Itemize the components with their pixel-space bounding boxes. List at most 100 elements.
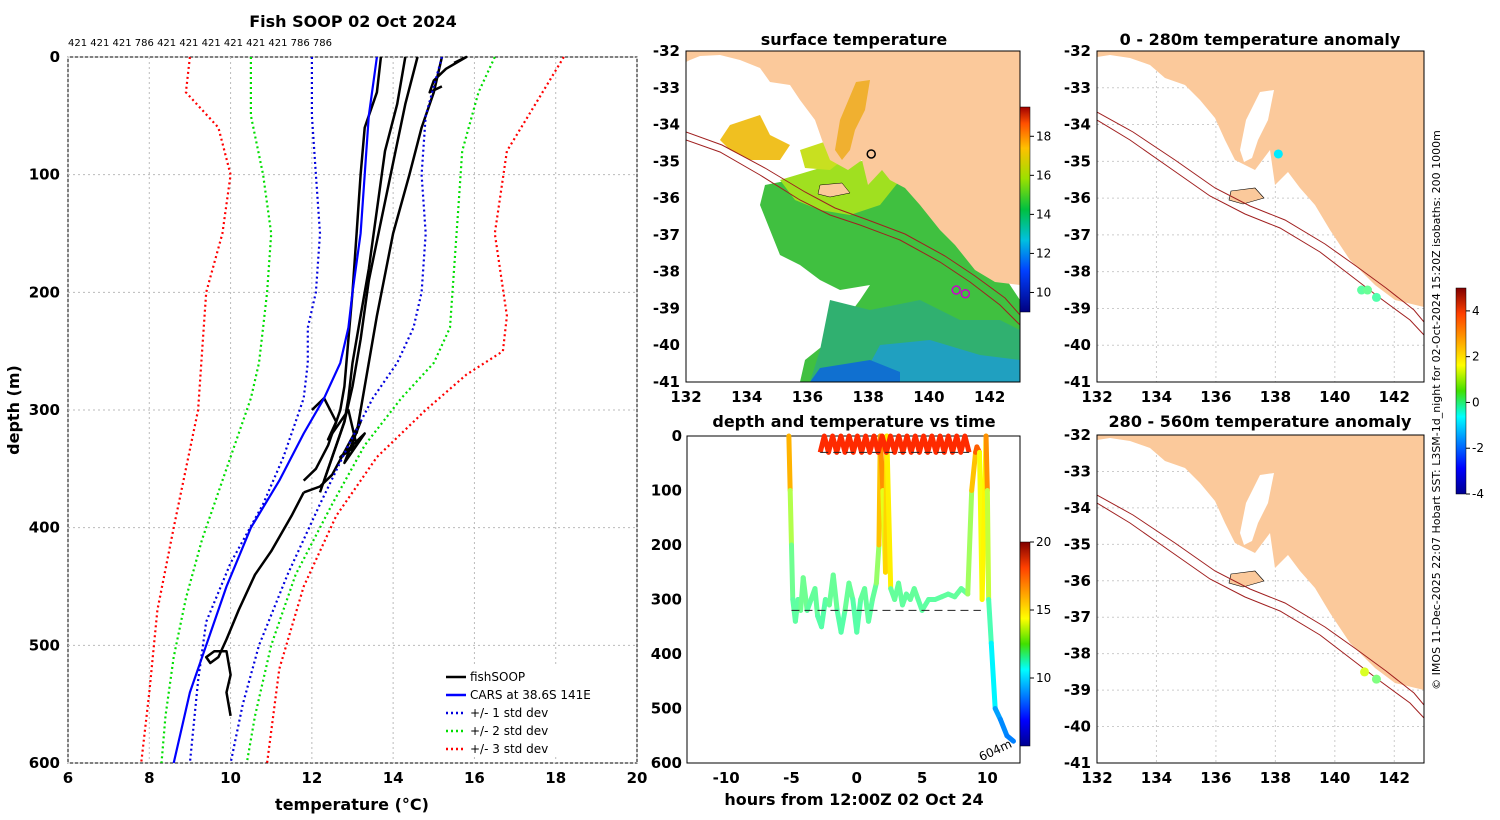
anom-cb-label: 0: [1472, 395, 1480, 409]
p5-xtick-label: 134: [1141, 769, 1172, 787]
anomaly-point: [1360, 667, 1370, 677]
sst-ytick-label: -37: [653, 226, 680, 244]
anom-cb-label: 2: [1472, 350, 1480, 364]
land-anom2: [1097, 435, 1424, 690]
p5-xtick-label: 136: [1200, 769, 1231, 787]
spencer-gulf: [835, 80, 870, 160]
sst-bight-warm: [720, 115, 790, 160]
isobath-1000-sst: [686, 131, 1020, 316]
p5-ytick-label: -38: [1064, 645, 1091, 663]
depth-time-lines: [786, 433, 1016, 744]
dt-xtick-label: 5: [917, 769, 927, 787]
track-segment: [965, 488, 975, 597]
p5-xtick-label: 142: [1379, 769, 1410, 787]
anom2-ticks: 132 134 136 138 140 142 -32 -33 -34 -35 -36 -37 -38 -…: [1064, 426, 1410, 787]
depth-time-panel: depth and temperature vs time -10 -5 0 5 100…: [651, 412, 1052, 809]
anomaly-point: [1371, 674, 1381, 684]
dt-ytick-label: 100: [651, 482, 682, 500]
track-segment: [788, 542, 796, 602]
p5-ytick-label: -36: [1064, 572, 1091, 590]
dt-cb-label: 10: [1036, 671, 1051, 685]
legend-label: CARS at 38.6S 141E: [470, 688, 591, 702]
dt-xtick-label: 10: [977, 769, 998, 787]
p5-xtick-label: 138: [1260, 769, 1291, 787]
sst-map-panel: surface temperature 132 134 136 138 140 142 -3…: [653, 30, 1051, 406]
xtick-label: 12: [301, 769, 322, 787]
anom-cb-label: -2: [1472, 441, 1484, 455]
track-segment: [838, 607, 848, 635]
sst-title: surface temperature: [761, 30, 948, 49]
anom1-frame: [1096, 50, 1425, 383]
legend-label: +/- 3 std dev: [470, 742, 548, 756]
dt-ytick-label: 300: [651, 591, 682, 609]
ytick-label: 500: [29, 636, 60, 654]
sst-cb-label: 16: [1036, 168, 1051, 182]
sst-ytick-label: -33: [653, 79, 680, 97]
std-line-right: [229, 56, 443, 764]
p4-ytick-label: -33: [1064, 79, 1091, 97]
p4-ytick-label: -37: [1064, 226, 1091, 244]
ytick-label: 200: [29, 283, 60, 301]
ytick-label: 600: [29, 754, 60, 772]
sst-ocean-cold: [860, 340, 1020, 382]
dt-ytick-label: 400: [651, 645, 682, 663]
std-line-left: [140, 56, 232, 764]
p4-xtick-label: 132: [1081, 388, 1112, 406]
track-segment: [819, 597, 828, 630]
p4-xtick-label: 140: [1319, 388, 1350, 406]
dt-ytick-label: 0: [672, 427, 682, 445]
anom-cb-label: -4: [1472, 487, 1484, 501]
p4-ytick-label: -41: [1064, 373, 1091, 391]
p5-ytick-label: -39: [1064, 681, 1091, 699]
xtick-label: 18: [545, 769, 566, 787]
std-line-right: [266, 56, 565, 764]
p4-ytick-label: -36: [1064, 189, 1091, 207]
dt-cb-label: 15: [1036, 603, 1051, 617]
track-segment: [986, 597, 994, 646]
p4-ytick-label: -34: [1064, 116, 1091, 134]
sst-ytick-label: -36: [653, 189, 680, 207]
track-segment: [873, 542, 882, 586]
side-credit: © IMOS 11-Dec-2025 22:07 Hobart SST: L3S…: [1430, 130, 1443, 690]
sst-field: [686, 51, 1020, 382]
track-segment: [854, 597, 864, 635]
ytick-label: 300: [29, 401, 60, 419]
sst-colorbar: [1019, 106, 1031, 313]
anomaly-colorbar-ticks: -4 -2 0 2 4: [1466, 304, 1484, 501]
depth-time-xlabel: hours from 12:00Z 02 Oct 24: [724, 790, 983, 809]
dt-xtick-label: 0: [852, 769, 862, 787]
sst-xtick-label: 140: [913, 388, 944, 406]
p4-xtick-label: 142: [1379, 388, 1410, 406]
anom2-frame: [1096, 434, 1425, 764]
sst-ytick-label: -32: [653, 42, 680, 60]
p5-ytick-label: -40: [1064, 718, 1091, 736]
dt-ytick-label: 600: [651, 754, 682, 772]
sst-xtick-label: 138: [853, 388, 884, 406]
anomaly-colorbar: [1455, 287, 1467, 495]
sst-marker: [960, 288, 971, 299]
sst-xtick-label: 136: [792, 388, 823, 406]
track-segment: [787, 488, 794, 548]
track-segment: [830, 572, 840, 613]
dt-xtick-label: -5: [783, 769, 800, 787]
sst-xtick-label: 142: [974, 388, 1005, 406]
track-segment: [812, 586, 821, 619]
sst-ytick-label: -35: [653, 152, 680, 170]
sst-ytick-label: -39: [653, 299, 680, 317]
isobath-200-sst: [686, 139, 1020, 326]
dt-ytick-label: 500: [651, 700, 682, 718]
track-segment: [984, 488, 992, 602]
dt-ytick-label: 200: [651, 536, 682, 554]
track-segment: [786, 433, 793, 493]
fishsoop-trace: [204, 491, 305, 717]
sst-marker: [866, 149, 876, 159]
sst-markers: [866, 149, 971, 299]
anom1-map: [1097, 51, 1424, 336]
sst-cb-label: 12: [1036, 246, 1051, 260]
track-segment: [846, 580, 856, 602]
profile-ylabel: depth (m): [4, 365, 23, 455]
gulf-anom1: [1240, 90, 1274, 162]
